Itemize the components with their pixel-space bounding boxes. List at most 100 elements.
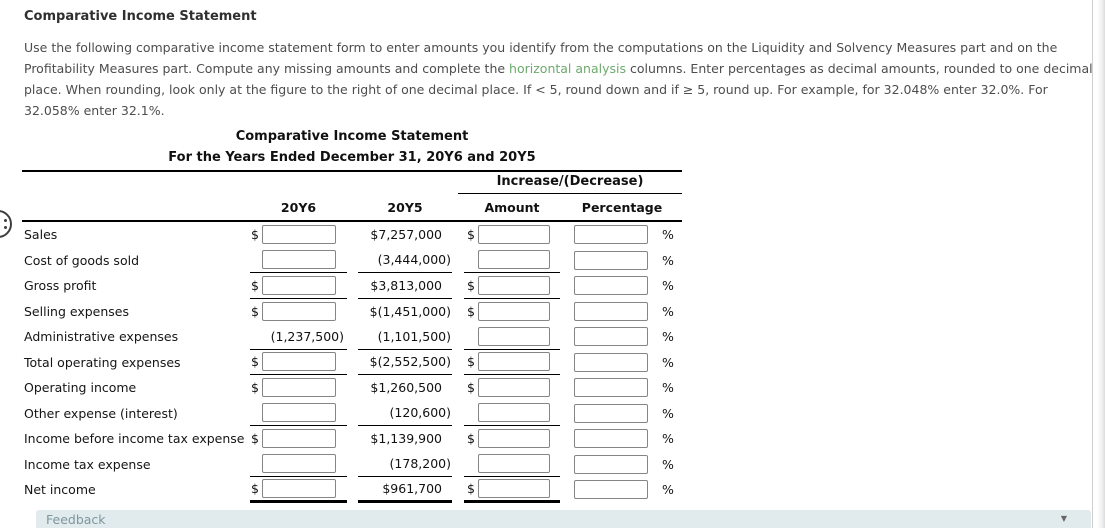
row-label: Cost of goods sold [24,252,140,268]
table-row: Operating income $ $1,260,500 $ % [22,375,682,401]
percentage-input[interactable] [574,352,648,372]
change-amount-input[interactable] [478,454,550,474]
percent-sign: % [662,405,674,421]
column-header-row: 20Y6 20Y5 Amount Percentage [22,194,682,220]
change-amount-input[interactable] [478,225,550,245]
percent-sign: % [662,380,674,396]
percentage-input[interactable] [574,301,648,321]
change-amount-input[interactable] [478,403,550,423]
collapse-caret-icon[interactable]: ▼ [1060,514,1067,523]
percentage-cell [574,375,648,401]
dollar-sign: $ [467,431,475,447]
comparative-income-statement: Comparative Income Statement For the Yea… [22,126,682,503]
percentage-input[interactable] [574,403,648,423]
y6-amount-input[interactable] [262,454,336,474]
y6-amount-input[interactable] [262,352,336,372]
y6-amount-input[interactable] [262,403,336,423]
dollar-sign: $ [467,227,475,243]
row-label: Operating income [24,380,137,396]
horizontal-analysis-link[interactable]: horizontal analysis [509,61,626,76]
change-amount-input[interactable] [478,478,550,498]
change-amount-input[interactable] [478,378,550,398]
y5-value: $1,139,900 [370,431,442,447]
percentage-input[interactable] [574,225,648,245]
change-amount-input[interactable] [478,250,550,270]
y5-value: (3,444,000) [358,248,452,273]
change-amount-input[interactable] [478,326,550,346]
percentage-cell [574,401,648,427]
percent-sign: % [662,431,674,447]
change-amount-cell: $ [464,222,560,248]
hint-icon[interactable] [0,210,12,238]
instructions-line: Profitability Measures part. Compute any… [24,58,1093,79]
row-label: Gross profit [24,278,97,294]
percent-sign: % [662,303,674,319]
vertical-scrollbar[interactable] [1092,0,1105,528]
row-label: Administrative expenses [24,329,179,345]
change-amount-cell: $ [464,477,560,503]
instructions: Use the following comparative income sta… [24,37,1093,121]
y6-amount-input[interactable] [262,275,336,295]
dollar-sign: $ [251,277,259,293]
y6-amount-input[interactable] [262,429,336,449]
y6-cell [250,401,347,426]
change-amount-input[interactable] [478,275,550,295]
percent-sign: % [662,329,674,345]
table-row: Net income $ $961,700 $ % [22,477,682,503]
y6-amount-input[interactable] [262,301,336,321]
percentage-input[interactable] [574,454,648,474]
percent-sign: % [662,482,674,498]
instructions-line: place. When rounding, look only at the f… [24,82,1048,97]
table-top-rule [22,170,682,172]
y5-value: $(1,451,000) [369,303,451,319]
y6-amount-input[interactable] [262,225,336,245]
percentage-input[interactable] [574,480,648,500]
table-row: Cost of goods sold (3,444,000) % [22,248,682,274]
percentage-input[interactable] [574,429,648,449]
percentage-cell [574,248,648,274]
percentage-cell [574,477,648,503]
instructions-line: 32.058% enter 32.1%. [24,103,165,118]
column-header-20y6: 20Y6 [280,199,317,215]
row-label: Total operating expenses [24,354,181,370]
dollar-sign: $ [251,303,259,319]
percentage-input[interactable] [574,250,648,270]
percentage-input[interactable] [574,276,648,296]
change-amount-input[interactable] [478,301,550,321]
percentage-input[interactable] [574,327,648,347]
y6-amount-input[interactable] [262,250,336,270]
change-amount-cell [464,248,560,273]
y6-cell: $ [250,350,347,375]
dollar-sign: $ [251,227,259,243]
percentage-cell [574,324,648,350]
change-amount-input[interactable] [478,352,550,372]
percent-sign: % [662,227,674,243]
hint-dot-icon [4,226,7,229]
row-label: Selling expenses [24,303,130,319]
y6-amount-input[interactable] [262,478,336,498]
y6-cell: $ [250,426,347,452]
instructions-text: Profitability Measures part. Compute any… [24,61,510,76]
y5-value: $(2,552,500) [358,350,452,375]
table-row: Total operating expenses $ $(2,552,500) … [22,350,682,375]
y6-cell: $ [250,222,347,248]
y6-static-value: (1,237,500) [270,328,344,344]
dollar-sign: $ [467,354,475,370]
change-amount-input[interactable] [478,429,550,449]
y6-cell: $ [250,299,347,325]
table-row: Other expense (interest) (120,600) % [22,401,682,427]
feedback-bar[interactable]: Feedback ▼ [36,510,1091,528]
y6-cell [250,452,347,477]
column-header-amount: Amount [484,199,540,215]
percentage-cell [574,452,648,478]
y5-value: $3,813,000 [358,273,452,299]
dollar-sign: $ [467,480,475,496]
percent-sign: % [662,354,674,370]
change-amount-cell [464,401,560,426]
percentage-cell [574,222,648,248]
y6-amount-input[interactable] [262,378,336,398]
row-label: Income tax expense [24,456,151,472]
percentage-input[interactable] [574,378,648,398]
row-label: Other expense (interest) [24,405,178,421]
dollar-sign: $ [251,480,259,496]
